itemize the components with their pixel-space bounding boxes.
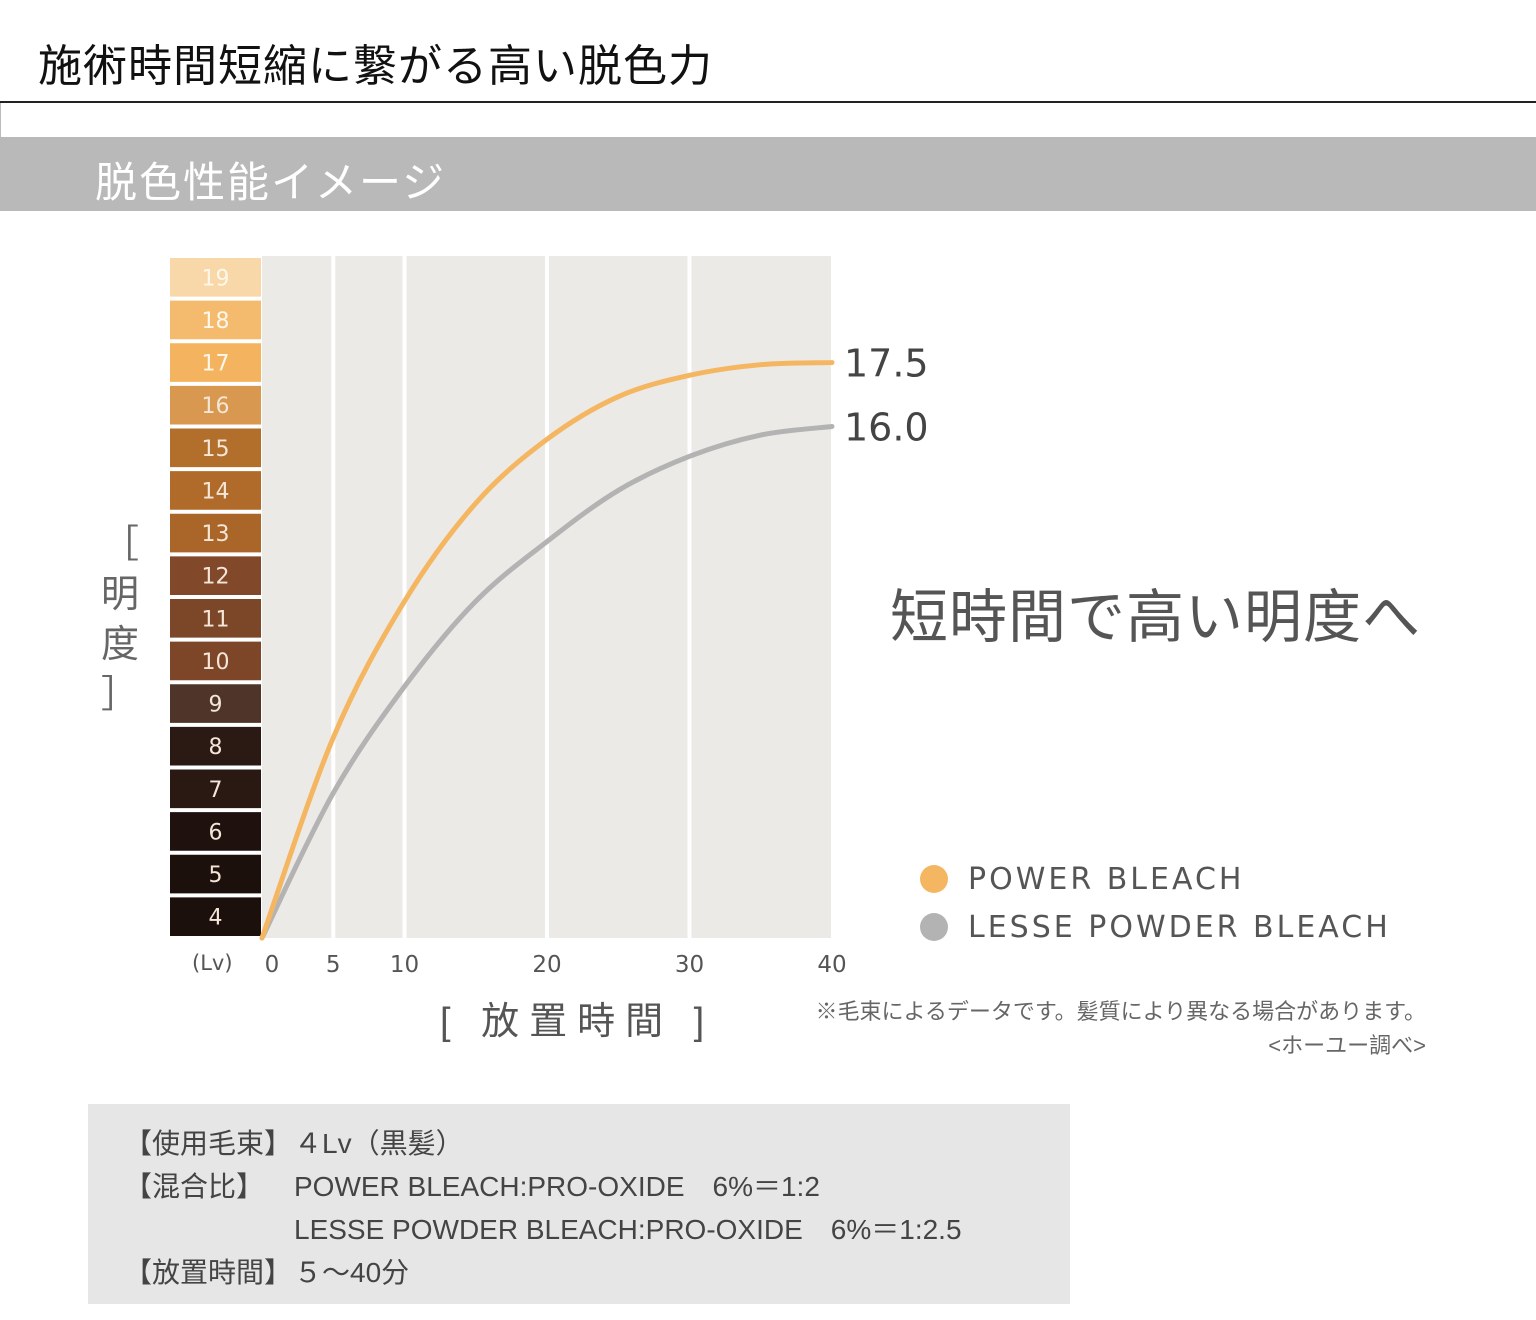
y-axis-label-char: 度 — [100, 624, 139, 666]
level-label: 6 — [209, 820, 223, 845]
level-label: 7 — [209, 778, 223, 803]
level-label: 5 — [209, 863, 223, 888]
spec-key: 【放置時間】 — [124, 1257, 293, 1288]
legend-item-power-bleach: POWER BLEACH — [920, 855, 1391, 903]
section-header-bar: 脱色性能イメージ — [0, 137, 1536, 211]
footnote-text: ※毛束によるデータです。髪質により異なる場合があります。 — [815, 999, 1426, 1024]
footnote: ※毛束によるデータです。髪質により異なる場合があります。 <ホーユー調べ> — [815, 995, 1426, 1063]
level-label: 9 — [209, 693, 223, 718]
end-value-label: 17.5 — [844, 342, 929, 386]
level-swatch-16 — [170, 385, 261, 425]
spec-value: POWER BLEACH:PRO-OXIDE 6%＝1:2 — [294, 1171, 820, 1202]
level-swatch-7 — [170, 769, 261, 809]
y-unit-label: (Lv) — [192, 951, 233, 975]
footnote-source: <ホーユー調べ> — [1268, 1033, 1426, 1058]
level-swatch-11 — [170, 599, 261, 638]
y-axis-label-char: ］ — [100, 674, 139, 716]
level-label: 4 — [209, 906, 223, 931]
spec-key: 【混合比】 — [124, 1171, 265, 1202]
end-value-label: 16.0 — [844, 406, 929, 450]
y-axis-label-char: 明 — [100, 574, 139, 616]
left-divider — [0, 103, 1, 137]
level-label: 19 — [202, 266, 230, 291]
spec-row: 【使用毛束】４Lv（黒髪） — [124, 1122, 464, 1162]
level-swatch-15 — [170, 428, 261, 468]
spec-key: 【使用毛束】 — [124, 1128, 293, 1159]
level-label: 17 — [202, 352, 230, 377]
y-axis-label-char: ［ — [100, 524, 139, 566]
level-swatch-4 — [170, 897, 261, 936]
legend-dot-power-bleach — [920, 865, 948, 893]
legend-item-lesse: LESSE POWDER BLEACH — [920, 903, 1391, 951]
spec-value: ５～40分 — [294, 1257, 410, 1288]
level-label: 15 — [202, 437, 230, 462]
legend-dot-lesse — [920, 913, 948, 941]
x-tick-label: 0 — [265, 952, 280, 978]
spec-box: 【使用毛束】４Lv（黒髪） 【混合比】 POWER BLEACH:PRO-OXID… — [88, 1104, 1070, 1304]
series-line-power-bleach — [259, 360, 835, 941]
level-swatch-9 — [170, 684, 261, 723]
level-label: 14 — [202, 479, 230, 504]
level-swatch-8 — [170, 726, 261, 766]
level-label: 16 — [202, 394, 230, 419]
spec-value: ４Lv（黒髪） — [294, 1128, 464, 1159]
level-label: 11 — [202, 607, 230, 632]
page-title: 施術時間短縮に繋がる高い脱色力 — [38, 41, 713, 92]
x-axis-label: [ 放置時間 ] — [440, 1001, 715, 1043]
level-swatch-19 — [170, 258, 261, 297]
level-swatch-12 — [170, 556, 261, 595]
legend: POWER BLEACH LESSE POWDER BLEACH — [920, 855, 1391, 951]
level-label: 12 — [202, 565, 230, 590]
x-tick-label: 40 — [817, 952, 846, 978]
level-swatch-10 — [170, 641, 261, 681]
level-label: 13 — [202, 522, 230, 547]
y-axis-label: ［ 明 度 ］ — [98, 520, 142, 720]
level-label: 10 — [202, 650, 230, 675]
section-title: 脱色性能イメージ — [95, 158, 447, 207]
spec-row: LESSE POWDER BLEACH:PRO-OXIDE 6%＝1:2.5 — [124, 1208, 962, 1248]
level-swatch-13 — [170, 513, 261, 553]
x-tick-label: 10 — [390, 952, 419, 978]
level-swatch-5 — [170, 854, 261, 894]
level-swatch-17 — [170, 343, 261, 382]
x-tick-label: 5 — [326, 952, 341, 978]
spec-value: LESSE POWDER BLEACH:PRO-OXIDE 6%＝1:2.5 — [294, 1214, 962, 1245]
headline: 短時間で高い明度へ — [890, 585, 1422, 650]
title-divider — [0, 101, 1536, 103]
level-label: 18 — [202, 309, 230, 334]
series-line-lesse — [259, 424, 835, 941]
spec-row: 【放置時間】５～40分 — [124, 1251, 409, 1291]
level-swatch-14 — [170, 471, 261, 510]
level-swatch-18 — [170, 300, 261, 340]
level-swatch-6 — [170, 812, 261, 851]
legend-label: LESSE POWDER BLEACH — [968, 909, 1391, 945]
x-tick-label: 30 — [675, 952, 704, 978]
x-tick-label: 20 — [532, 952, 561, 978]
level-label: 8 — [209, 735, 223, 760]
spec-row: 【混合比】 POWER BLEACH:PRO-OXIDE 6%＝1:2 — [124, 1165, 820, 1205]
legend-label: POWER BLEACH — [968, 861, 1245, 897]
